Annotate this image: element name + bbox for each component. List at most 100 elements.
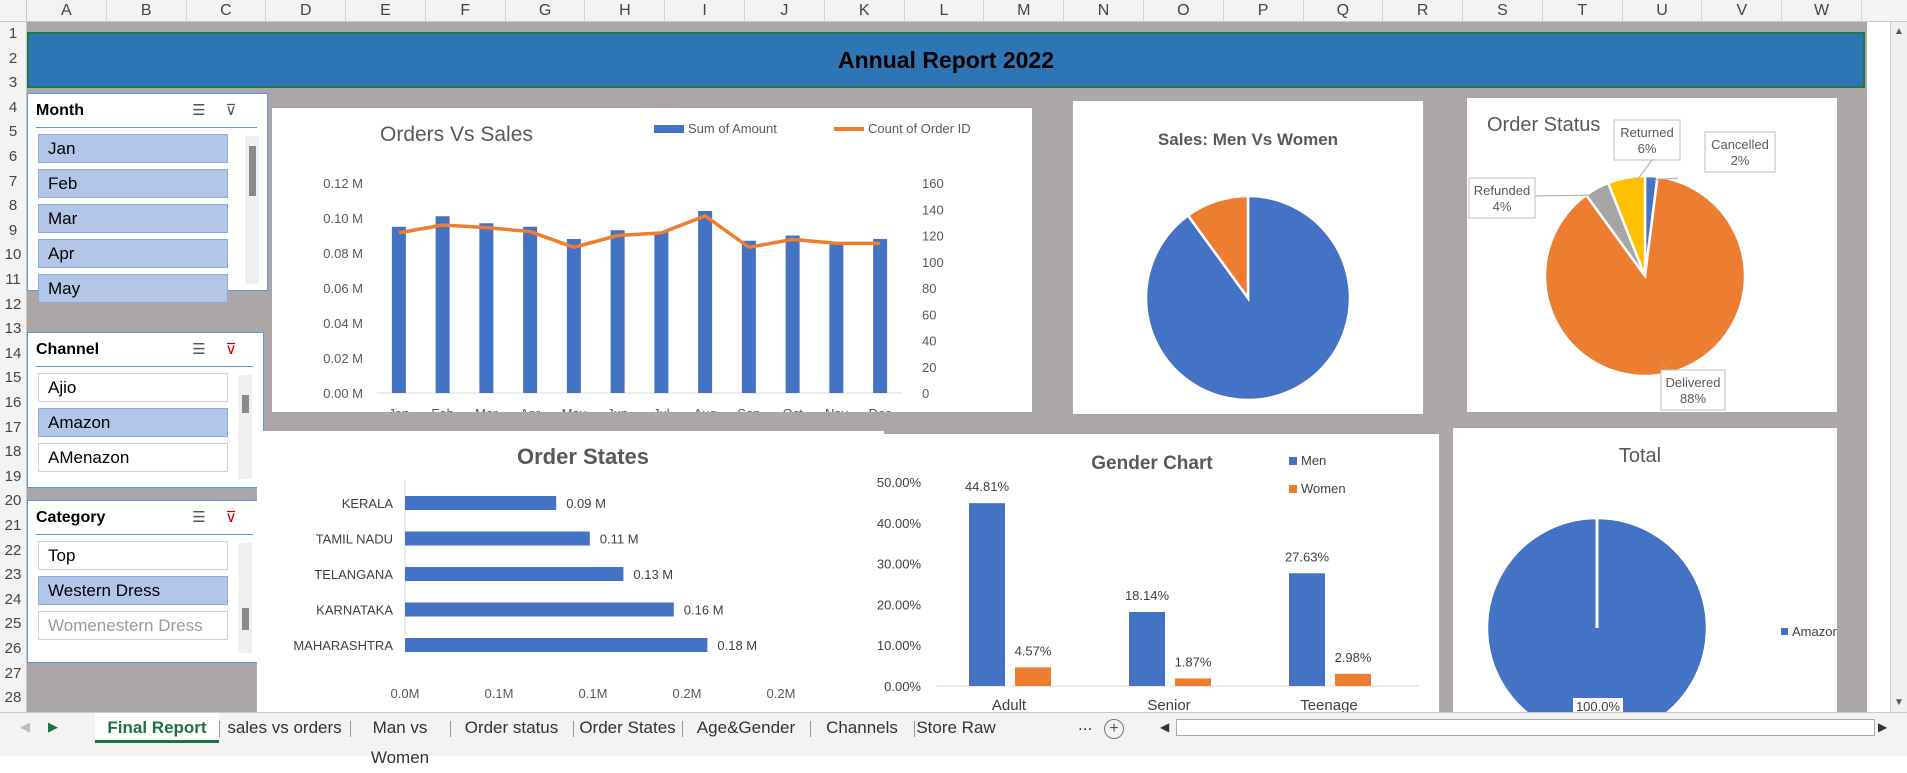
category-slicer-scrollbar[interactable] (238, 543, 252, 653)
sheet-tab[interactable]: sales vs orders (227, 718, 342, 737)
order-states-chart[interactable]: Order States KERALA 0.09 M TAMIL NADU 0.11 M… (257, 431, 884, 712)
row-header-15[interactable]: 15 (4, 369, 22, 387)
scroll-down-icon[interactable]: ▼ (1894, 697, 1904, 708)
column-header-f[interactable]: F (426, 0, 506, 21)
row-header-12[interactable]: 12 (4, 295, 22, 313)
column-header-l[interactable]: L (905, 0, 985, 21)
row-header-2[interactable]: 2 (8, 49, 18, 67)
category-slicer[interactable]: Category ☰ ⊽ Top Western Dress Womenestern… (27, 500, 264, 663)
column-header-p[interactable]: P (1224, 0, 1304, 21)
column-header-i[interactable]: I (665, 0, 746, 21)
tab-scroll-left-icon[interactable]: ◀ (20, 719, 30, 734)
column-header-k[interactable]: K (825, 0, 905, 21)
month-slicer[interactable]: Month ☰ ⊽ Jan Feb Mar Apr May (27, 93, 268, 303)
column-header-r[interactable]: R (1383, 0, 1464, 21)
row-header-7[interactable]: 7 (8, 172, 18, 190)
month-slicer-item[interactable]: Mar (38, 204, 228, 233)
row-header-11[interactable]: 11 (5, 271, 21, 288)
month-slicer-item[interactable]: Feb (38, 169, 228, 198)
row-header-20[interactable]: 20 (4, 492, 22, 510)
channel-slicer-item[interactable]: Amazon (38, 408, 228, 437)
row-header-23[interactable]: 23 (4, 566, 22, 584)
row-header-17[interactable]: 17 (4, 418, 22, 436)
clear-filter-icon[interactable]: ⊽ (225, 102, 237, 119)
multi-select-icon[interactable]: ☰ (192, 341, 206, 358)
sheet-tab[interactable]: Order status (464, 718, 559, 737)
column-header-w[interactable]: W (1782, 0, 1862, 21)
column-header-j[interactable]: J (745, 0, 825, 21)
category-slicer-item[interactable]: Womenestern Dress (38, 611, 228, 640)
report-title-banner[interactable]: Annual Report 2022 (27, 32, 1865, 88)
row-header-24[interactable]: 24 (4, 590, 22, 608)
row-header-16[interactable]: 16 (4, 394, 22, 411)
sheet-tab[interactable]: Final Report (95, 713, 219, 743)
channel-slicer[interactable]: Channel ☰ ⊽ Ajio Amazon AMenazon (27, 332, 264, 488)
channel-slicer-item[interactable]: Ajio (38, 373, 228, 402)
total-chart[interactable]: Total 100.0% Amazon (1453, 428, 1840, 712)
row-header-28[interactable]: 28 (4, 689, 22, 707)
row-header-3[interactable]: 3 (8, 74, 18, 92)
horizontal-scrollbar[interactable] (1176, 719, 1875, 736)
select-all-corner[interactable] (0, 0, 27, 21)
add-sheet-button[interactable]: + (1104, 719, 1124, 739)
column-header-d[interactable]: D (266, 0, 347, 21)
month-slicer-item[interactable]: Jan (38, 134, 228, 163)
column-header-h[interactable]: H (585, 0, 666, 21)
column-header-n[interactable]: N (1064, 0, 1144, 21)
sheet-tab[interactable]: Channels (826, 718, 898, 737)
month-slicer-item[interactable]: Apr (38, 239, 228, 268)
column-header-s[interactable]: S (1463, 0, 1543, 21)
gender-chart[interactable]: Gender Chart 0.00% 10.00% 20.00% 30.00% 40.00… (869, 434, 1439, 712)
worksheet-grid[interactable]: Annual Report 2022 Month ☰ ⊽ Jan Feb Mar Ap… (27, 22, 1867, 712)
column-header-a[interactable]: A (27, 0, 107, 21)
column-header-m[interactable]: M (984, 0, 1065, 21)
tab-scroll-right-icon[interactable]: ▶ (48, 719, 58, 734)
row-header-26[interactable]: 26 (4, 640, 22, 657)
row-header-22[interactable]: 22 (4, 541, 22, 559)
row-header-25[interactable]: 25 (4, 615, 22, 633)
month-slicer-item[interactable]: May (38, 274, 228, 303)
vertical-scrollbar[interactable]: ▲ ▼ (1890, 22, 1907, 712)
column-header-u[interactable]: U (1623, 0, 1703, 21)
row-header-10[interactable]: 10 (4, 246, 22, 264)
sheet-tab[interactable]: Order States (579, 718, 676, 737)
row-header-27[interactable]: 27 (4, 664, 22, 682)
column-header-c[interactable]: C (187, 0, 267, 21)
row-header-14[interactable]: 14 (4, 344, 22, 362)
row-header-18[interactable]: 18 (4, 443, 22, 461)
multi-select-icon[interactable]: ☰ (192, 509, 206, 526)
row-header-19[interactable]: 19 (4, 467, 22, 485)
column-header-g[interactable]: G (506, 0, 586, 21)
hscroll-right-icon[interactable]: ▶ (1878, 720, 1888, 734)
channel-slicer-item[interactable]: AMenazon (38, 443, 228, 472)
category-slicer-item[interactable]: Top (38, 541, 228, 570)
row-header-13[interactable]: 13 (4, 320, 22, 338)
column-header-o[interactable]: O (1144, 0, 1224, 21)
row-header-4[interactable]: 4 (8, 98, 18, 116)
multi-select-icon[interactable]: ☰ (192, 102, 206, 119)
orders-vs-sales-chart[interactable]: Orders Vs Sales Sum of Amount Count of Ord… (272, 108, 1032, 421)
hscroll-left-icon[interactable]: ◀ (1160, 720, 1170, 734)
clear-filter-icon[interactable]: ⊽ (225, 341, 237, 358)
sheet-tab[interactable]: Man vs Women (370, 718, 430, 767)
row-header-21[interactable]: 21 (4, 517, 22, 534)
row-header-9[interactable]: 9 (8, 221, 18, 239)
order-status-chart[interactable]: Order Status Cancelled 2% Delivered 88% Refun… (1467, 98, 1837, 412)
column-header-e[interactable]: E (346, 0, 426, 21)
row-header-6[interactable]: 6 (8, 148, 18, 165)
row-header-5[interactable]: 5 (8, 123, 18, 141)
sheet-tab[interactable]: Age&Gender (696, 718, 796, 737)
channel-slicer-scrollbar[interactable] (238, 375, 252, 479)
category-slicer-item[interactable]: Western Dress (38, 576, 228, 605)
column-header-t[interactable]: T (1543, 0, 1623, 21)
sheet-tab[interactable]: Store Raw (916, 718, 996, 737)
row-header-1[interactable]: 1 (8, 25, 18, 42)
row-header-8[interactable]: 8 (8, 197, 18, 215)
column-header-b[interactable]: B (107, 0, 187, 21)
men-vs-women-chart[interactable]: Sales: Men Vs Women (1073, 101, 1423, 414)
scroll-up-icon[interactable]: ▲ (1894, 26, 1904, 37)
clear-filter-icon[interactable]: ⊽ (225, 509, 237, 526)
column-header-v[interactable]: V (1702, 0, 1783, 21)
column-header-q[interactable]: Q (1304, 0, 1384, 21)
more-tabs-button[interactable]: ... (1078, 715, 1093, 734)
